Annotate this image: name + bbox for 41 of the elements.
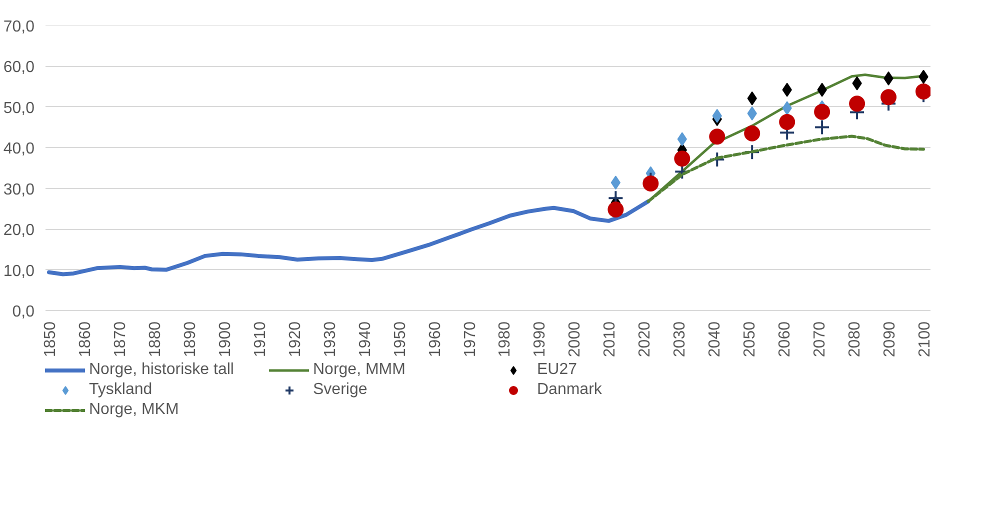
legend-label: EU27 xyxy=(537,361,578,379)
x-tick-label: 2080 xyxy=(846,321,864,358)
y-tick-label: 60,0 xyxy=(3,59,35,76)
x-tick-label: 1870 xyxy=(112,321,129,358)
x-tick-label: 2100 xyxy=(916,321,934,358)
x-tick-label: 1970 xyxy=(462,321,479,358)
y-tick-label: 30,0 xyxy=(3,181,35,198)
legend-label: Norge, MMM xyxy=(313,361,406,379)
x-tick-label: 2070 xyxy=(812,321,829,358)
x-tick-label: 1880 xyxy=(146,321,164,358)
x-tick-label: 1950 xyxy=(392,321,409,358)
x-tick-label: 1910 xyxy=(252,321,269,358)
x-tick-label: 2030 xyxy=(672,321,689,358)
x-tick-label: 1960 xyxy=(426,321,444,358)
x-tick-label: 1980 xyxy=(496,321,514,358)
x-tick-label: 1900 xyxy=(216,321,234,358)
y-tick-label: 50,0 xyxy=(3,100,35,117)
x-tick-label: 2010 xyxy=(602,321,619,358)
x-tick-label: 1940 xyxy=(356,321,374,358)
x-tick-label: 2020 xyxy=(636,321,654,358)
x-tick-label: 1860 xyxy=(76,321,94,358)
legend-label: Danmark xyxy=(537,381,603,399)
x-tick-label: 1890 xyxy=(182,321,199,358)
y-tick-label: 10,0 xyxy=(3,262,35,280)
x-tick-label: 2090 xyxy=(882,321,899,358)
y-tick-label: 0,0 xyxy=(12,304,35,320)
x-tick-label: 2040 xyxy=(706,321,724,358)
x-tick-label: 1930 xyxy=(322,321,339,358)
y-tick-label: 40,0 xyxy=(3,140,35,158)
x-tick-label: 1850 xyxy=(42,321,59,358)
x-tick-label: 2000 xyxy=(566,321,584,358)
y-tick-label: 70,0 xyxy=(3,18,35,36)
x-tick-label: 1990 xyxy=(532,321,549,358)
legend-label: Norge, historiske tall xyxy=(89,361,235,379)
y-tick-label: 20,0 xyxy=(3,222,35,240)
x-tick-label: 1920 xyxy=(286,321,304,358)
x-tick-label: 2060 xyxy=(776,321,794,358)
legend-label: Norge, MKM xyxy=(89,401,180,419)
legend-label: Tyskland xyxy=(89,381,154,399)
x-tick-label: 2050 xyxy=(742,321,759,358)
legend-label: Sverige xyxy=(313,381,368,399)
